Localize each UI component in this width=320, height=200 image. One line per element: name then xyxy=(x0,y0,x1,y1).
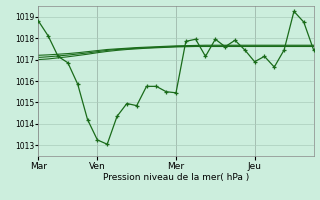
X-axis label: Pression niveau de la mer( hPa ): Pression niveau de la mer( hPa ) xyxy=(103,173,249,182)
